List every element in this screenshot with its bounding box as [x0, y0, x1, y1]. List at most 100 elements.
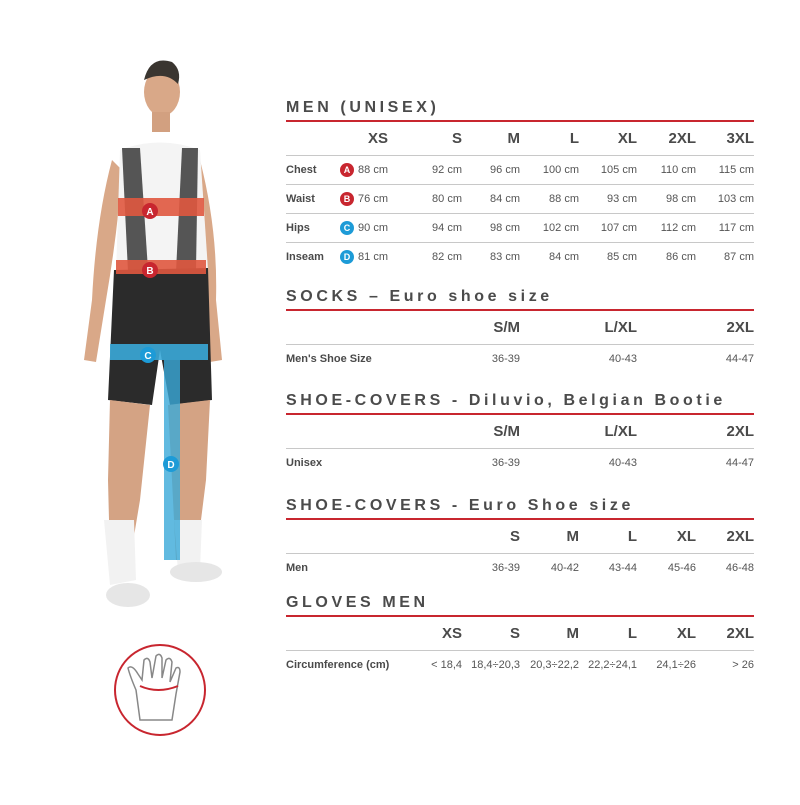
size-header: 2XL — [668, 130, 696, 147]
value-cell: 44-47 — [725, 353, 754, 365]
value-cell: 18,4÷20,3 — [471, 659, 520, 671]
value-cell: 94 cm — [432, 222, 462, 234]
size-header: M — [566, 625, 580, 642]
section-title: SHOE-COVERS - Euro Shoe size — [286, 497, 634, 514]
row-label: Inseam — [286, 251, 324, 263]
value-cell: 84 cm — [490, 193, 520, 205]
size-header: L — [569, 130, 579, 147]
marker-c: C — [140, 347, 156, 363]
value-cell: 83 cm — [490, 251, 520, 263]
value-cell: 88 cm — [549, 193, 579, 205]
value-cell: 98 cm — [666, 193, 696, 205]
row-label: Hips — [286, 222, 310, 234]
hand-circumference-icon — [114, 644, 206, 736]
size-header: S — [509, 528, 520, 545]
size-header: L/XL — [604, 423, 638, 440]
value-cell: 88 cm — [358, 164, 388, 176]
svg-text:A: A — [146, 207, 153, 218]
size-header: XL — [676, 625, 696, 642]
value-cell: 84 cm — [549, 251, 579, 263]
value-cell: 117 cm — [718, 222, 754, 234]
value-cell: 81 cm — [358, 251, 388, 263]
section-title: SOCKS – Euro shoe size — [286, 288, 553, 305]
svg-text:D: D — [167, 460, 174, 471]
value-cell: 107 cm — [600, 222, 637, 234]
value-cell: 45-46 — [667, 562, 696, 574]
shoecovers-euro-size-table: SHOE-COVERS - Euro Shoe size S M L XL 2X… — [286, 496, 754, 582]
value-cell: 40-42 — [550, 562, 579, 574]
size-header: XL — [676, 528, 696, 545]
socks-size-table: SOCKS – Euro shoe size S/M L/XL 2XL Men'… — [286, 287, 754, 373]
value-cell: 85 cm — [607, 251, 637, 263]
gloves-size-table: GLOVES MEN XS S M L XL 2XL Circumference… — [286, 593, 754, 679]
value-cell: 98 cm — [490, 222, 520, 234]
table-row: Circumference (cm) < 18,4 18,4÷20,3 20,3… — [286, 651, 754, 679]
section-title: GLOVES MEN — [286, 594, 429, 611]
size-header: M — [566, 528, 580, 545]
marker-d: D — [163, 456, 179, 472]
svg-text:B: B — [146, 266, 153, 277]
size-header: 2XL — [726, 528, 754, 545]
table-row: Chest A 88 cm 92 cm 96 cm 100 cm 105 cm 110 cm 1… — [286, 156, 754, 185]
row-label: Waist — [286, 193, 315, 205]
value-cell: 86 cm — [666, 251, 696, 263]
value-cell: 90 cm — [358, 222, 388, 234]
size-header: S/M — [493, 319, 520, 336]
table-row: Hips C 90 cm 94 cm 98 cm 102 cm 107 cm 112 cm 11… — [286, 214, 754, 243]
value-cell: 93 cm — [607, 193, 637, 205]
divider — [286, 413, 754, 415]
size-header: XS — [367, 130, 388, 147]
table-row: Men's Shoe Size 36-39 40-43 44-47 — [286, 345, 754, 373]
value-cell: 112 cm — [660, 222, 696, 234]
value-cell: 87 cm — [724, 251, 754, 263]
value-cell: 115 cm — [718, 164, 754, 176]
size-header: S — [509, 625, 520, 642]
cyclist-measurement-figure: A B C D — [0, 0, 270, 800]
value-cell: 103 cm — [717, 193, 754, 205]
header-row: XS S M L XL 2XL 3XL — [286, 122, 754, 156]
value-cell: 46-48 — [725, 562, 754, 574]
value-cell: < 18,4 — [431, 659, 462, 671]
value-cell: 96 cm — [490, 164, 520, 176]
value-cell: 43-44 — [608, 562, 637, 574]
shoecovers-size-table: SHOE-COVERS - Diluvio, Belgian Bootie S/… — [286, 391, 754, 477]
row-label: Circumference (cm) — [286, 659, 390, 671]
value-cell: 102 cm — [542, 222, 579, 234]
size-header: XL — [617, 130, 637, 147]
size-header: S — [451, 130, 462, 147]
header-row: XS S M L XL 2XL — [286, 617, 754, 651]
marker-a: A — [142, 203, 158, 219]
row-label: Chest — [286, 164, 317, 176]
size-header: 3XL — [726, 130, 754, 147]
divider — [286, 120, 754, 122]
value-cell: 36-39 — [491, 457, 520, 469]
row-label: Men — [286, 562, 308, 574]
marker-badge: A — [340, 163, 354, 177]
table-row: Inseam D 81 cm 82 cm 83 cm 84 cm 85 cm 86 cm 87 … — [286, 243, 754, 271]
size-header: L — [627, 528, 637, 545]
marker-badge: B — [340, 192, 354, 206]
row-label: Men's Shoe Size — [286, 353, 372, 365]
value-cell: 44-47 — [725, 457, 754, 469]
size-header: 2XL — [726, 423, 754, 440]
marker-badge: C — [340, 221, 354, 235]
value-cell: 80 cm — [432, 193, 462, 205]
value-cell: 40-43 — [608, 457, 637, 469]
value-cell: 76 cm — [358, 193, 388, 205]
value-cell: 92 cm — [432, 164, 462, 176]
divider — [286, 309, 754, 311]
header-row: S/M L/XL 2XL — [286, 415, 754, 449]
table-row: Men 36-39 40-42 43-44 45-46 46-48 — [286, 554, 754, 582]
size-header: L — [627, 625, 637, 642]
men-size-table: MEN (UNISEX) XS S M L XL 2XL 3XL Chest A 8… — [286, 98, 754, 271]
value-cell: 36-39 — [491, 353, 520, 365]
value-cell: 82 cm — [432, 251, 462, 263]
size-header: S/M — [493, 423, 520, 440]
value-cell: 40-43 — [608, 353, 637, 365]
section-title: SHOE-COVERS - Diluvio, Belgian Bootie — [286, 392, 726, 409]
size-header: 2XL — [726, 319, 754, 336]
svg-text:C: C — [144, 351, 151, 362]
header-row: S M L XL 2XL — [286, 520, 754, 554]
row-label: Unisex — [286, 457, 323, 469]
table-row: Unisex 36-39 40-43 44-47 — [286, 449, 754, 477]
